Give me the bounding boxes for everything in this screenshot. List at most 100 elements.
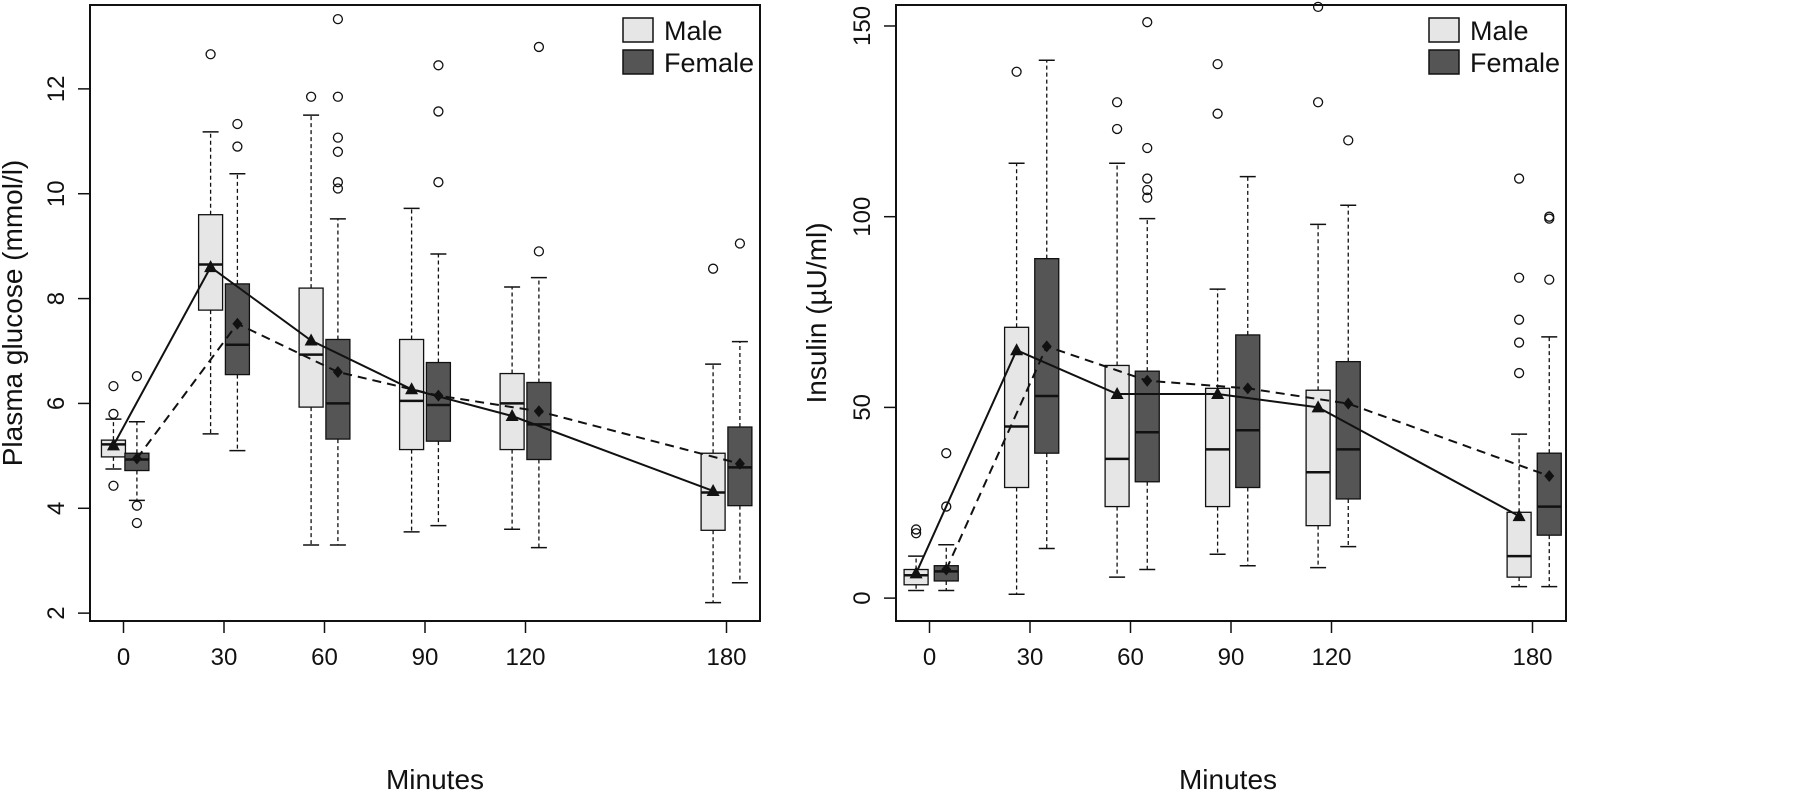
x-tick-label: 0 [117,644,130,671]
y-tick-label: 0 [849,591,876,604]
box-male [1305,1,1331,569]
box-female [425,60,452,527]
plot-frame [89,4,761,622]
box-iqr [1506,511,1532,578]
outlier-point [1544,213,1555,224]
insulin-panel: 0 30 60 90 120 180 0 50 100 150 Minutes Insulin (… [801,1,1567,795]
box-iqr [298,287,324,408]
x-tick-label: 120 [1311,644,1351,671]
outlier-point [533,41,545,53]
mean-marker-diamond [1041,340,1052,353]
box-iqr [499,372,525,451]
x-tick-label: 0 [923,644,936,671]
outlier-point [332,146,344,157]
box-iqr [398,338,425,451]
y-tick-label: 2 [43,606,70,619]
outlier-point [1513,337,1525,348]
mean-marker-triangle [106,438,120,451]
mean-marker-triangle [1010,343,1024,356]
outlier-point [1212,108,1223,119]
glucose-axes: 0 30 60 90 120 180 2 4 6 8 10 12 [43,76,747,671]
box-iqr [526,381,552,461]
legend-label-male: Male [664,16,723,46]
outlier-point [305,91,317,102]
glucose-panel: 0 30 60 90 120 180 2 4 6 8 10 12 Minutes Plasma glu… [0,4,761,795]
y-axis-title: Plasma glucose (mmol/l) [0,160,28,467]
legend-label-male: Male [1470,16,1529,46]
outlier-point [707,263,719,274]
box-iqr [1335,360,1361,500]
x-tick-label: 60 [1117,644,1144,671]
outlier-point [1212,58,1223,70]
box-male [499,286,525,531]
glucose-marks [100,14,753,604]
insulin-axes: 0 30 60 90 120 180 0 50 100 150 [849,6,1553,671]
box-iqr [1235,334,1261,489]
box-female [1034,59,1060,550]
x-tick-label: 90 [1218,644,1245,671]
mean-marker-diamond [433,389,444,402]
box-female [325,14,351,546]
series-female-boxes [124,14,753,584]
y-tick-label: 50 [849,394,876,421]
outlier-point [108,408,119,420]
mean-marker-triangle [1110,387,1124,400]
outlier-point [941,501,952,512]
outlier-point [1111,97,1123,108]
y-tick-label: 6 [43,397,70,410]
mean-marker-triangle [505,409,519,422]
legend-swatch-male [1428,17,1460,43]
y-tick-label: 150 [849,6,876,46]
x-tick-label: 180 [706,644,746,671]
outlier-point [433,60,444,71]
legend: Male Female [1428,16,1560,78]
outlier-point [1142,184,1153,196]
box-iqr [1034,257,1060,454]
outlier-point [108,480,119,491]
outlier-point [232,141,243,152]
outlier-point [1513,173,1525,184]
outlier-point [734,238,746,249]
mean-line-female [136,322,741,465]
y-tick-label: 4 [43,502,70,515]
outlier-point [533,246,545,257]
x-tick-label: 120 [505,644,545,671]
outlier-point [1343,135,1354,146]
y-axis-title: Insulin (µU/ml) [801,222,832,403]
box-female [1235,175,1261,567]
mean-marker-triangle [706,483,720,496]
outlier-point [941,448,952,459]
outlier-point [332,132,344,143]
mean-marker-triangle [1311,400,1325,413]
outlier-point [910,528,922,539]
mean-marker-diamond [1343,397,1354,410]
outlier-point [131,500,143,511]
legend-label-female: Female [664,48,754,78]
mean-marker-diamond [332,365,343,378]
insulin-marks [903,1,1562,596]
outlier-point [108,380,119,392]
box-iqr [425,361,452,442]
mean-marker-diamond [232,317,243,330]
outlier-point [1544,274,1555,285]
mean-marker-triangle [909,566,923,579]
outlier-point [332,14,344,25]
legend-label-female: Female [1470,48,1560,78]
mean-marker-triangle [204,260,218,273]
outlier-point [1513,272,1525,283]
outlier-point [1312,97,1324,108]
box-female [526,41,552,549]
outlier-point [1513,367,1525,379]
outlier-point [1142,17,1153,28]
outlier-point [1111,123,1123,135]
box-iqr [1204,387,1231,508]
mean-line-female [945,345,1550,570]
plot-frame [895,4,1567,622]
mean-line-male [915,348,1520,574]
box-female [224,118,251,452]
box-male [1506,173,1532,588]
outlier-point [1142,173,1153,184]
x-axis-title: Minutes [1179,764,1277,795]
outlier-point [131,371,143,382]
